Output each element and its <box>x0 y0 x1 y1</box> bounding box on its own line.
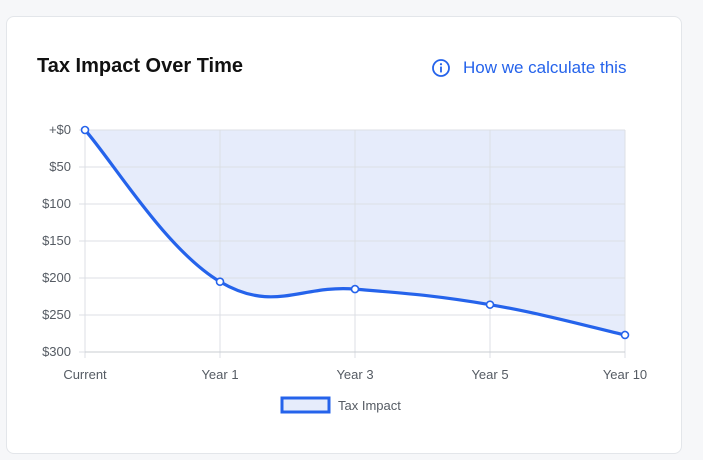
y-tick-label: +$0 <box>49 122 71 137</box>
legend-label[interactable]: Tax Impact <box>338 398 401 413</box>
x-tick-label: Year 10 <box>603 367 647 382</box>
x-tick-label: Year 1 <box>201 367 238 382</box>
data-point <box>80 125 90 135</box>
how-we-calculate-label: How we calculate this <box>463 58 627 77</box>
x-tick-label: Year 5 <box>471 367 508 382</box>
data-point <box>350 284 360 294</box>
data-point <box>485 300 495 309</box>
y-tick-label: $100 <box>42 196 71 211</box>
x-tick-label: Year 3 <box>336 367 373 382</box>
card-title: Tax Impact Over Time <box>37 55 244 77</box>
how-we-calculate-link[interactable]: How we calculate this <box>431 58 626 78</box>
info-circle-icon <box>431 58 451 78</box>
legend-swatch <box>280 396 331 414</box>
data-point <box>215 277 225 287</box>
data-point <box>620 330 630 340</box>
y-tick-label: $300 <box>42 344 71 359</box>
x-tick-label: Current <box>63 367 107 382</box>
y-tick-label: $200 <box>42 270 71 285</box>
y-tick-label: $50 <box>49 159 71 174</box>
y-tick-label: $250 <box>42 307 71 322</box>
y-tick-label: $150 <box>42 233 71 248</box>
series-line-tax-impact <box>83 128 627 337</box>
